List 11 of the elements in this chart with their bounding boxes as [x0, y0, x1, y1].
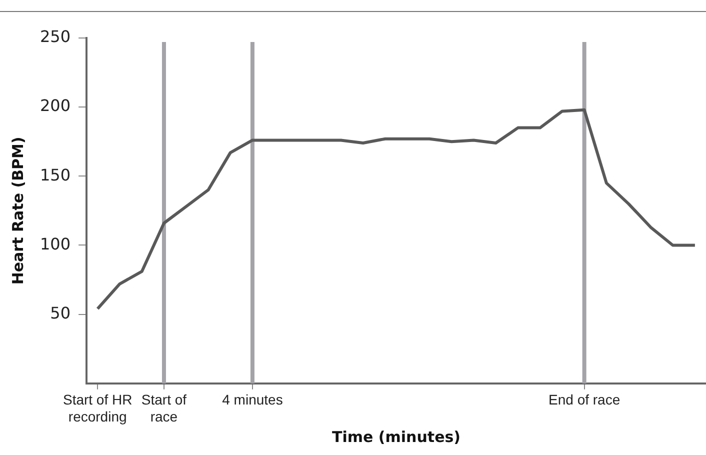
x-tick-label: 4 minutes	[222, 392, 283, 408]
x-axis-title: Time (minutes)	[332, 428, 461, 446]
y-tick-label: 150	[40, 165, 71, 184]
x-tick-label: Start of HR recording	[62, 392, 132, 424]
y-tick-label: 250	[40, 27, 71, 46]
y-axis-title: Heart Rate (BPM)	[8, 136, 27, 285]
y-tick-label: 100	[40, 234, 71, 254]
y-tick-label: 50	[50, 303, 71, 322]
x-tick-label: Start of race	[141, 392, 187, 424]
x-tick-label: End of race	[548, 392, 620, 408]
y-tick-label: 200	[40, 96, 71, 116]
